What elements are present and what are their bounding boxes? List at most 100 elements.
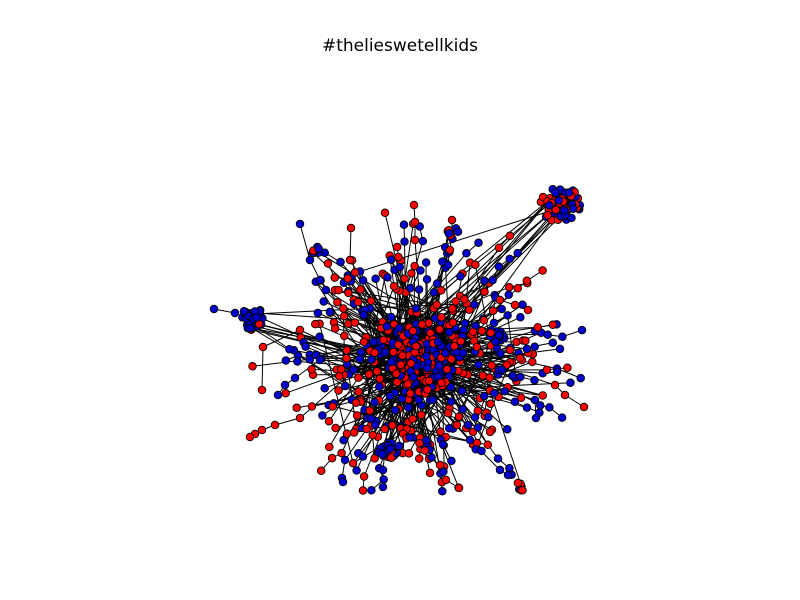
graph-node-red <box>551 205 561 214</box>
graph-node-red <box>417 320 427 329</box>
graph-node-red <box>435 325 444 334</box>
graph-node-blue <box>438 440 448 449</box>
graph-node-blue <box>576 373 585 383</box>
graph-node-blue <box>444 327 454 337</box>
graph-node-red <box>331 423 340 433</box>
graph-node-blue <box>336 257 345 267</box>
graph-node-red <box>560 390 570 400</box>
graph-node-red <box>258 342 268 352</box>
graph-node-blue <box>446 382 456 392</box>
graph-node-blue <box>385 391 395 401</box>
graph-node-red <box>368 430 377 440</box>
graph-node-red <box>311 319 320 329</box>
graph-node-red <box>359 472 369 481</box>
graph-node-blue <box>315 332 324 342</box>
graph-node-red <box>448 318 458 327</box>
graph-node-blue <box>404 403 413 412</box>
graph-node-red <box>435 460 445 470</box>
graph-node-blue <box>358 452 368 461</box>
graph-node-blue <box>380 347 390 357</box>
graph-node-red <box>334 386 343 395</box>
graph-node-blue <box>473 423 483 432</box>
graph-node-red <box>411 342 421 351</box>
graph-node-red <box>471 260 480 269</box>
graph-node-blue <box>340 455 350 465</box>
graph-edge <box>261 346 264 391</box>
graph-node-blue <box>530 342 539 352</box>
graph-node-blue <box>551 188 560 197</box>
graph-node-red <box>408 326 418 336</box>
graph-node-red <box>494 243 504 252</box>
graph-node-blue <box>273 390 283 400</box>
graph-node-red <box>270 420 280 430</box>
graph-node-red <box>348 458 358 468</box>
graph-node-blue <box>411 304 421 313</box>
graph-node-blue <box>444 229 454 238</box>
graph-node-red <box>391 369 401 378</box>
graph-node-blue <box>446 397 456 406</box>
graph-node-blue <box>399 220 409 229</box>
graph-node-blue <box>491 337 500 346</box>
graph-node-blue <box>400 237 409 246</box>
graph-node-blue <box>434 361 444 371</box>
graph-node-red <box>441 475 451 485</box>
graph-node-blue <box>458 348 468 357</box>
graph-node-blue <box>418 236 428 246</box>
graph-node-red <box>388 421 397 430</box>
graph-node-red <box>515 353 525 363</box>
graph-edge <box>299 223 311 261</box>
graph-node-red <box>513 478 523 488</box>
graph-node-blue <box>395 323 404 333</box>
graph-node-blue <box>558 332 567 341</box>
graph-node-blue <box>496 349 505 358</box>
graph-node-red <box>337 448 346 458</box>
graph-node-blue <box>488 275 497 285</box>
graph-node-red <box>410 261 419 271</box>
graph-node-red <box>452 420 462 430</box>
graph-node-blue <box>543 330 552 339</box>
graph-node-blue <box>484 412 493 422</box>
graph-node-red <box>257 425 267 435</box>
graph-node-red <box>351 398 361 408</box>
graph-node-blue <box>477 446 486 456</box>
graph-node-blue <box>453 227 463 237</box>
graph-node-blue <box>371 274 380 284</box>
graph-node-blue <box>560 206 569 215</box>
graph-node-red <box>295 325 305 335</box>
graph-node-red <box>410 235 420 245</box>
graph-node-blue <box>429 288 439 297</box>
graph-node-red <box>342 346 352 355</box>
graph-node-blue <box>378 482 388 492</box>
graph-node-red <box>448 304 457 313</box>
graph-node-red <box>257 385 267 395</box>
graph-node-blue <box>305 355 315 364</box>
graph-node-blue <box>395 262 405 272</box>
graph-node-blue <box>394 441 404 451</box>
graph-node-blue <box>544 201 554 210</box>
graph-node-blue <box>444 423 454 433</box>
graph-node-red <box>370 348 379 357</box>
graph-node-red <box>542 365 552 375</box>
graph-node-blue <box>531 413 541 423</box>
graph-node-red <box>404 449 414 458</box>
graph-node-blue <box>470 413 480 422</box>
graph-node-red <box>436 286 446 295</box>
graph-node-blue <box>318 411 327 420</box>
graph-node-red <box>510 300 520 310</box>
graph-node-blue <box>508 371 517 381</box>
graph-node-red <box>356 285 365 294</box>
graph-node-red <box>523 305 533 315</box>
graph-node-blue <box>386 444 395 454</box>
graph-node-blue <box>369 337 378 347</box>
graph-node-red <box>346 223 356 233</box>
graph-node-red <box>365 406 375 415</box>
graph-node-red <box>432 300 441 309</box>
graph-node-red <box>354 373 363 382</box>
graph-node-blue <box>441 348 450 358</box>
graph-node-red <box>359 337 369 347</box>
graph-node-blue <box>552 367 562 376</box>
graph-node-red <box>340 331 349 341</box>
graph-node-red <box>307 365 316 374</box>
graph-node-blue <box>457 386 467 396</box>
graph-node-red <box>477 326 487 336</box>
